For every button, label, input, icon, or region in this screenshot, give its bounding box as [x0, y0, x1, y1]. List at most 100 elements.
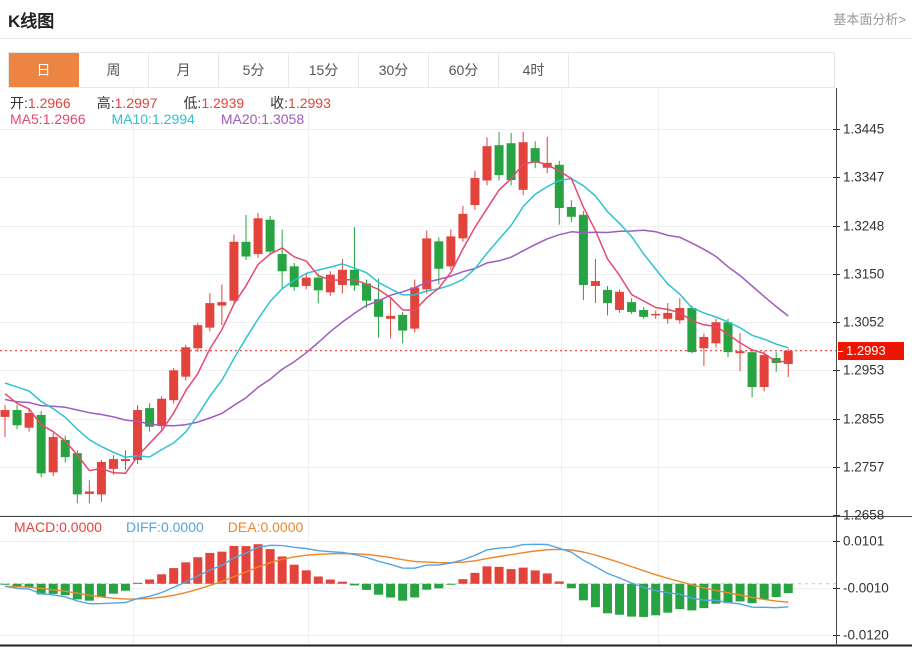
- fundamental-analysis-link[interactable]: 基本面分析>: [833, 12, 906, 27]
- candle-up: [253, 218, 263, 255]
- macd-histogram-bar: [24, 583, 34, 588]
- macd-histogram-bar: [747, 583, 757, 604]
- candle-down: [603, 289, 612, 304]
- candle-down: [36, 414, 46, 474]
- candle-up: [711, 322, 721, 344]
- candle-down: [349, 269, 359, 286]
- ma5-line: [4, 160, 789, 474]
- candle-down: [506, 143, 516, 181]
- candle-down: [434, 241, 444, 269]
- tab-日[interactable]: 日: [9, 53, 79, 87]
- macd-histogram-bar: [699, 583, 709, 609]
- macd-histogram-bar: [72, 583, 82, 600]
- macd-histogram-bar: [675, 583, 685, 610]
- macd-histogram-bar: [470, 572, 480, 584]
- macd-histogram-bar: [289, 564, 299, 584]
- candle-down: [566, 206, 576, 217]
- candle-up: [615, 291, 625, 310]
- macd-histogram-bar: [12, 583, 22, 588]
- candle-down: [494, 145, 504, 176]
- candle-down: [362, 283, 371, 301]
- candle-up: [0, 410, 10, 417]
- candle-up: [518, 142, 528, 190]
- candle-up: [108, 459, 118, 469]
- current-price-tag: 1.2993: [838, 342, 904, 360]
- macd-histogram-bar: [133, 582, 143, 584]
- candle-down: [530, 148, 540, 163]
- tab-5分[interactable]: 5分: [219, 53, 289, 87]
- macd-histogram-bar: [60, 583, 70, 596]
- macd-histogram-bar: [663, 583, 673, 613]
- macd-histogram-bar: [121, 583, 130, 591]
- chart-area[interactable]: 1.3445 1.3347 1.3248 1.3150 1.3052 1.2953 1.28…: [0, 88, 912, 649]
- candle-down: [289, 266, 299, 287]
- candle-down: [313, 277, 323, 291]
- tab-月[interactable]: 月: [149, 53, 219, 87]
- tab-15分[interactable]: 15分: [289, 53, 359, 87]
- macd-histogram-bar: [349, 583, 359, 586]
- macd-histogram-bar: [84, 583, 94, 601]
- macd-histogram-bar: [434, 583, 444, 589]
- axis-label: 1.2658: [843, 508, 884, 523]
- candle-up: [759, 355, 769, 387]
- macd-histogram-bar: [217, 551, 227, 584]
- page-title: K线图: [8, 12, 55, 31]
- macd-histogram-bar: [169, 568, 179, 584]
- candle-up: [699, 336, 709, 349]
- macd-histogram-bar: [253, 544, 263, 584]
- axis-label: 1.3248: [843, 219, 884, 234]
- candle-down: [374, 299, 384, 317]
- timeframe-tabbar: 日周月 5分 15分 30分 60分 4时: [8, 52, 835, 88]
- price-tag-value: 1.2993: [846, 343, 886, 358]
- macd-histogram-bar: [374, 583, 384, 595]
- candle-up: [24, 412, 34, 428]
- macd-histogram-bar: [362, 583, 371, 590]
- macd-histogram-bar: [554, 581, 564, 584]
- diff-line: [4, 543, 789, 609]
- macd-histogram-bar: [506, 569, 516, 584]
- macd-histogram-bar: [783, 583, 793, 594]
- tab-周[interactable]: 周: [79, 53, 149, 87]
- candle-up: [458, 213, 468, 239]
- ma20-line: [4, 229, 789, 427]
- candle-up: [337, 269, 347, 285]
- macd-histogram-bar: [771, 583, 781, 597]
- macd-histogram-bar: [494, 566, 504, 584]
- tab-4时[interactable]: 4时: [499, 53, 569, 87]
- macd-histogram-bar: [735, 583, 745, 602]
- candle-up: [663, 312, 673, 319]
- axis-label: 1.2953: [843, 363, 884, 378]
- macd-histogram-bar: [313, 576, 323, 584]
- candle-up: [157, 398, 167, 426]
- tab-60分[interactable]: 60分: [429, 53, 499, 87]
- axis-label: -0.0010: [843, 581, 889, 596]
- macd-histogram-bar: [181, 562, 191, 584]
- macd-histogram-bar: [530, 570, 540, 584]
- price-tag-tick: [838, 350, 843, 352]
- candle-up: [181, 347, 191, 377]
- candle-up: [386, 315, 396, 319]
- macd-histogram-bar: [759, 583, 769, 600]
- macd-histogram-bar: [398, 583, 408, 601]
- candle-down: [639, 309, 649, 317]
- candle-up: [470, 178, 480, 206]
- macd-histogram-bar: [0, 583, 10, 585]
- candle-up: [410, 287, 420, 329]
- macd-histogram-bar: [386, 583, 396, 598]
- candle-up: [169, 370, 179, 401]
- candle-up: [482, 146, 492, 181]
- candle-up: [205, 303, 215, 328]
- axis-label: 1.3347: [843, 170, 884, 185]
- candle-down: [771, 358, 781, 363]
- candle-up: [783, 350, 793, 364]
- candle-up: [422, 238, 432, 290]
- candle-down: [627, 302, 637, 312]
- tab-30分[interactable]: 30分: [359, 53, 429, 87]
- candle-up: [735, 351, 745, 354]
- macd-histogram-bar: [482, 566, 492, 584]
- macd-histogram-bar: [687, 583, 697, 611]
- kline-chart-canvas[interactable]: 1.3445 1.3347 1.3248 1.3150 1.3052 1.2953 1.28…: [0, 88, 912, 649]
- macd-histogram-bar: [627, 583, 637, 617]
- macd-histogram-bar: [518, 567, 528, 584]
